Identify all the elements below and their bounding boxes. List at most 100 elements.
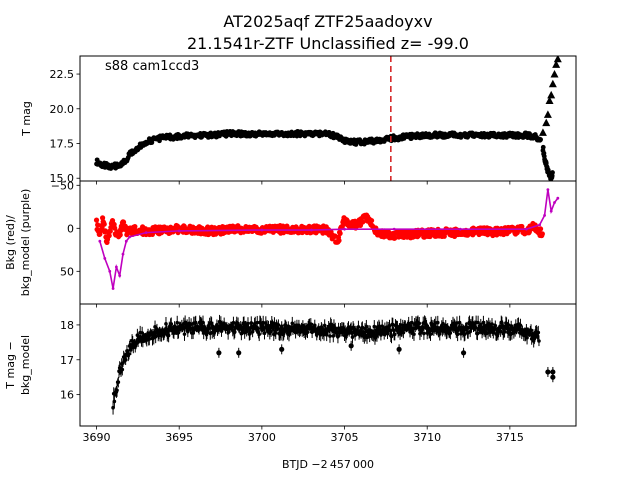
- y-tick-label: 18: [60, 319, 74, 332]
- upper-limit-marker: [547, 90, 556, 99]
- y-tick-label: 15.0: [50, 172, 75, 185]
- diff-point: [279, 324, 284, 328]
- upper-limit-marker: [550, 70, 559, 78]
- diff-point: [422, 331, 426, 336]
- diff-point: [448, 331, 453, 335]
- y-tick-label: 20.0: [50, 103, 75, 116]
- bkg-model-point: [260, 228, 264, 232]
- diff-point: [305, 330, 310, 335]
- diff-panel: 3690 3695 3700 3705 3710 3715 16 17 18 T mag − bkg…: [4, 303, 577, 444]
- bkg-model-point: [525, 227, 528, 231]
- bkg-model-point: [103, 257, 107, 260]
- diff-point: [455, 321, 459, 325]
- diff-point: [490, 322, 494, 326]
- upper-limit-marker: [553, 56, 562, 63]
- diff-point: [406, 321, 411, 326]
- bkg-model-line: [99, 189, 559, 289]
- diff-point: [525, 335, 529, 340]
- y-tick-label: 16: [60, 389, 74, 402]
- y-tick-label: 17.5: [50, 138, 75, 151]
- diff-point: [176, 330, 181, 335]
- bkg-model-point: [111, 287, 115, 290]
- bkg-model-point: [177, 229, 181, 233]
- bkg-model-point: [549, 209, 553, 213]
- diff-point: [410, 320, 414, 325]
- diff-point: [356, 325, 361, 329]
- diff-point: [312, 323, 317, 328]
- diff-outlier-point: [460, 350, 467, 356]
- tmag-panel: 15.0 17.5 20.0 22.5 T mag s88 cam1ccd3: [20, 55, 577, 185]
- diff-point: [401, 330, 406, 335]
- diff-outlier-point: [216, 350, 222, 356]
- diff-outlier-point: [550, 374, 556, 380]
- bkg-point: [106, 233, 112, 239]
- diff-point: [529, 328, 533, 332]
- diff-point: [255, 320, 260, 325]
- diff-point: [463, 332, 467, 336]
- diff-point: [290, 321, 295, 326]
- bkg-model-point: [458, 227, 462, 231]
- figure-title-line2: 21.1541r-ZTF Unclassified z= -99.0: [187, 34, 469, 53]
- diff-outlier-point: [550, 369, 556, 375]
- diff-point: [169, 322, 174, 326]
- y-axis-label-line1: Bkg (red)/: [4, 215, 17, 270]
- diff-point: [428, 332, 433, 336]
- y-tick-label: 50: [60, 265, 74, 278]
- bkg-point: [336, 237, 342, 244]
- bkg-point: [537, 226, 544, 232]
- x-tick-label: 3715: [496, 431, 524, 444]
- diff-point: [493, 323, 498, 328]
- bkg-model-point: [118, 274, 122, 278]
- y-tick-label: 0: [67, 222, 74, 235]
- upper-limit-marker: [552, 60, 561, 68]
- diff-point: [261, 320, 265, 325]
- bkg-point: [539, 231, 545, 237]
- bkg-model-point: [121, 252, 125, 256]
- diff-point: [412, 332, 416, 336]
- y-tick-label: 22.5: [50, 68, 75, 81]
- diff-point: [182, 332, 187, 336]
- diff-point: [476, 320, 480, 325]
- diff-point: [262, 331, 267, 336]
- y-axis-label-line1: T mag −: [4, 341, 17, 389]
- diff-outlier-point: [348, 343, 354, 349]
- x-tick-label: 3705: [331, 431, 359, 444]
- diff-point: [350, 335, 355, 339]
- x-tick-label: 3700: [248, 431, 276, 444]
- panel-annotation: s88 cam1ccd3: [105, 59, 199, 74]
- diff-point: [164, 322, 168, 326]
- x-tick-label: 3695: [165, 431, 193, 444]
- plot-area: [93, 188, 560, 290]
- diff-point: [417, 321, 422, 326]
- diff-outlier-point: [396, 346, 402, 352]
- diff-point: [457, 320, 462, 325]
- diff-point: [193, 320, 198, 325]
- upper-limit-marker: [543, 110, 552, 118]
- bkg-model-point: [108, 269, 112, 273]
- diff-point: [389, 334, 394, 339]
- bkg-point: [112, 225, 118, 231]
- diff-point: [372, 324, 377, 329]
- diff-point: [502, 330, 507, 334]
- diff-point: [273, 331, 278, 335]
- bkg-model-point: [144, 231, 148, 235]
- bkg-point: [93, 217, 100, 223]
- bkg-panel: 50 0 −50 Bkg (red)/bkg_model (purple): [4, 179, 577, 308]
- upper-limit-marker: [545, 96, 554, 104]
- diff-point: [246, 321, 250, 326]
- diff-point: [322, 323, 327, 328]
- diff-point: [392, 332, 397, 337]
- diff-point: [380, 324, 385, 328]
- diff-point: [123, 358, 128, 362]
- diff-point: [147, 337, 152, 341]
- bkg-model-point: [556, 196, 560, 200]
- diff-point: [172, 331, 176, 335]
- diff-point: [328, 334, 332, 338]
- diff-point: [232, 330, 237, 334]
- bkg-model-point: [343, 227, 346, 231]
- diff-point: [127, 352, 131, 356]
- x-axis-label: BTJD −2 457 000: [282, 458, 374, 471]
- diff-outlier-point: [279, 346, 285, 352]
- tmag-rise-point: [540, 144, 546, 150]
